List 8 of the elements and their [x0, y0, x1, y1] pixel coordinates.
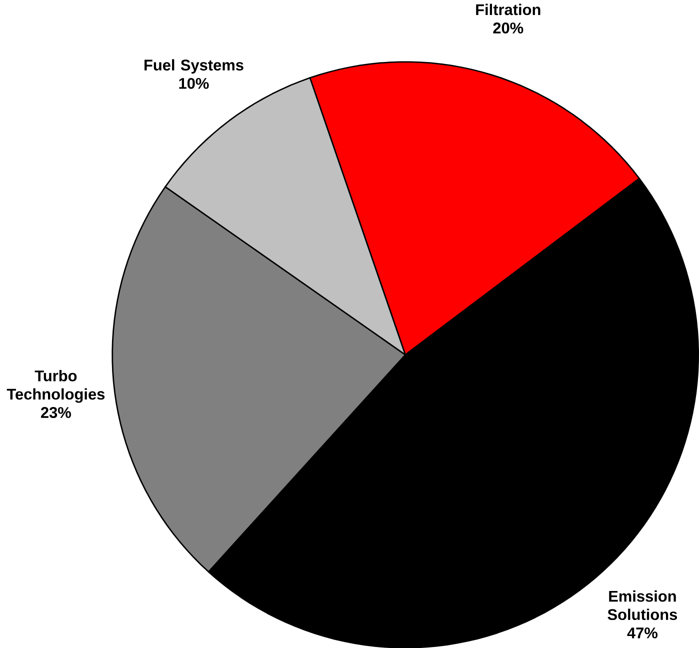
slice-label: Filtration [476, 4, 540, 15]
data-label: 23% [41, 406, 71, 418]
data-label: 47% [627, 627, 658, 638]
slice-label: Turbo Technologies [6, 370, 105, 403]
data-label: 20% [493, 22, 524, 34]
slice-label: Emission Solutions [608, 590, 678, 620]
data-label: 10% [179, 78, 209, 89]
slice-label: Fuel Systems [144, 59, 244, 74]
